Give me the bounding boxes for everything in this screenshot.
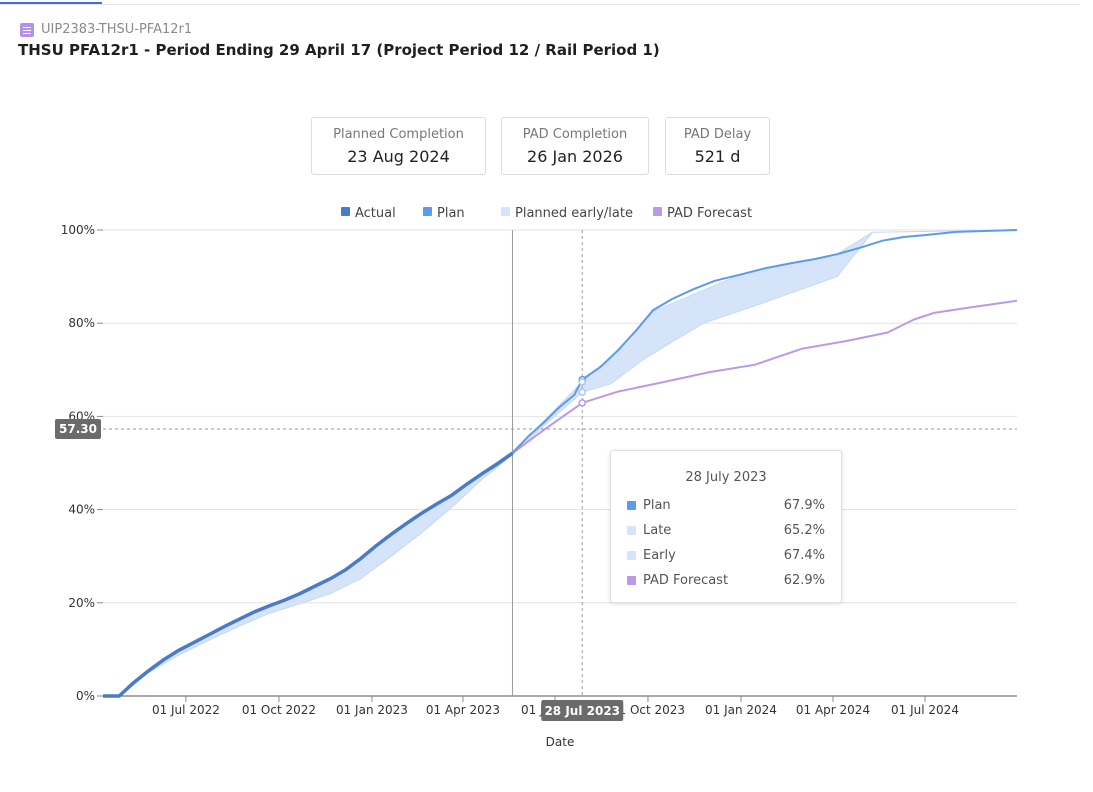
pad-delay-card: PAD Delay 521 d bbox=[665, 117, 770, 175]
plan-swatch bbox=[627, 501, 636, 510]
card-value: 23 Aug 2024 bbox=[347, 147, 450, 166]
plan-line bbox=[511, 229, 1018, 454]
crosshair-y-label: 57.30 bbox=[59, 422, 97, 436]
legend-label: Actual bbox=[355, 206, 396, 221]
x-tick-label: 01 Oct 2022 bbox=[242, 703, 316, 717]
legend-swatch bbox=[423, 207, 432, 216]
tooltip-row-value: 65.2% bbox=[783, 523, 825, 538]
chart-tooltip: 28 July 2023 Plan 67.9% Late 65.2% Early… bbox=[610, 450, 842, 603]
tooltip-row-name: Plan bbox=[643, 498, 671, 513]
legend-swatch bbox=[501, 207, 510, 216]
planned-early-late-band bbox=[103, 229, 1018, 697]
tooltip-row-late: Late 65.2% bbox=[627, 518, 825, 543]
card-value: 521 d bbox=[694, 147, 741, 166]
x-tick-label: 01 Jul 2024 bbox=[891, 703, 959, 717]
x-axis-label: Date bbox=[546, 735, 575, 749]
x-tick-label: 01 Oct 2023 bbox=[611, 703, 685, 717]
tooltip-row-value: 67.4% bbox=[783, 548, 825, 563]
pad-forecast-line bbox=[511, 299, 1018, 455]
crosshair-x-badge bbox=[541, 700, 624, 721]
crosshair-point bbox=[578, 388, 586, 396]
card-label: PAD Completion bbox=[522, 127, 628, 142]
document-icon bbox=[20, 22, 34, 37]
x-tick-label: 01 Jan 2024 bbox=[705, 703, 777, 717]
x-tick-label: 01 Apr 2023 bbox=[426, 703, 500, 717]
actual-line bbox=[103, 451, 514, 698]
pad-forecast-swatch bbox=[627, 576, 636, 585]
tooltip-row-name: Late bbox=[643, 523, 672, 538]
x-tick-label: 01 Apr 2024 bbox=[796, 703, 870, 717]
legend-swatch bbox=[653, 207, 662, 216]
late-swatch bbox=[627, 526, 636, 535]
tooltip-row-name: PAD Forecast bbox=[643, 573, 729, 588]
progress-chart[interactable]: 0%20%40%60%80%100%01 Jul 2022 01 Oct 2022… bbox=[0, 195, 1093, 765]
legend-label: PAD Forecast bbox=[667, 206, 752, 221]
active-tab-indicator bbox=[0, 2, 102, 5]
card-label: Planned Completion bbox=[333, 127, 464, 142]
tooltip-row-name: Early bbox=[643, 548, 676, 563]
crosshair-point bbox=[578, 399, 586, 407]
crosshair-y-badge bbox=[55, 418, 101, 439]
card-value: 26 Jan 2026 bbox=[527, 147, 623, 166]
tooltip-row-pad-forecast: PAD Forecast 62.9% bbox=[627, 568, 825, 593]
y-tick-label: 80% bbox=[68, 316, 95, 330]
y-tick-label: 0% bbox=[76, 689, 95, 703]
crosshair-point bbox=[578, 378, 586, 386]
tooltip-row-early: Early 67.4% bbox=[627, 543, 825, 568]
report-id-text: UIP2383-THSU-PFA12r1 bbox=[41, 22, 193, 37]
tooltip-row-value: 62.9% bbox=[783, 573, 825, 588]
x-tick-label: 01 Jan 2023 bbox=[336, 703, 408, 717]
y-tick-label: 100% bbox=[61, 223, 95, 237]
y-tick-label: 40% bbox=[68, 503, 95, 517]
page-title: THSU PFA12r1 - Period Ending 29 April 17… bbox=[18, 41, 660, 59]
card-label: PAD Delay bbox=[683, 127, 752, 142]
legend-label: Plan bbox=[437, 206, 465, 221]
tooltip-title: 28 July 2023 bbox=[685, 470, 767, 485]
tooltip-row-value: 67.9% bbox=[783, 498, 825, 513]
early-swatch bbox=[627, 551, 636, 560]
tooltip-row-plan: Plan 67.9% bbox=[627, 493, 825, 518]
pad-completion-card: PAD Completion 26 Jan 2026 bbox=[501, 117, 649, 175]
report-id: UIP2383-THSU-PFA12r1 bbox=[20, 22, 192, 37]
y-tick-label: 20% bbox=[68, 596, 95, 610]
planned-completion-card: Planned Completion 23 Aug 2024 bbox=[311, 117, 486, 175]
top-divider bbox=[0, 4, 1080, 5]
legend-label: Planned early/late bbox=[515, 206, 633, 221]
x-tick-label: 01 Jul 2022 bbox=[152, 703, 220, 717]
legend-swatch bbox=[341, 207, 350, 216]
crosshair-x-label: 28 Jul 2023 bbox=[544, 704, 620, 718]
